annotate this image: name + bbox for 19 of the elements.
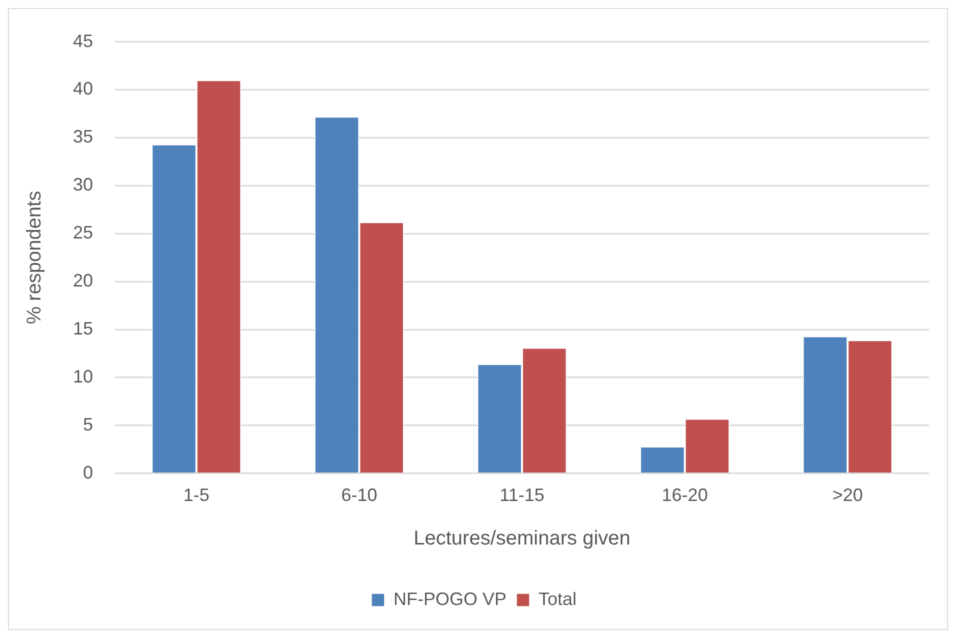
y-tick-label: 35 xyxy=(72,126,94,147)
y-axis-title: % respondents xyxy=(24,190,46,324)
y-tick-label: 5 xyxy=(83,414,94,434)
y-tick-label: 15 xyxy=(72,318,94,338)
x-axis-title: Lectures/seminars given xyxy=(414,528,630,550)
y-tick-label: 0 xyxy=(83,462,94,482)
x-tick-label: 1-5 xyxy=(183,485,210,506)
legend-label: Total xyxy=(538,588,577,609)
y-tick-label: 25 xyxy=(72,222,94,243)
x-tick-label: 11-15 xyxy=(500,485,544,506)
x-tick-label: >20 xyxy=(832,485,863,506)
y-tick-label: 30 xyxy=(72,174,94,195)
y-tick-label: 40 xyxy=(72,78,94,99)
legend-label: NF-POGO VP xyxy=(393,588,506,609)
x-tick-label: 6-10 xyxy=(341,485,378,506)
y-tick-label: 20 xyxy=(72,270,94,291)
y-tick-label: 10 xyxy=(72,366,94,386)
x-tick-label: 16-20 xyxy=(662,485,708,506)
y-tick-label: 45 xyxy=(72,30,94,51)
